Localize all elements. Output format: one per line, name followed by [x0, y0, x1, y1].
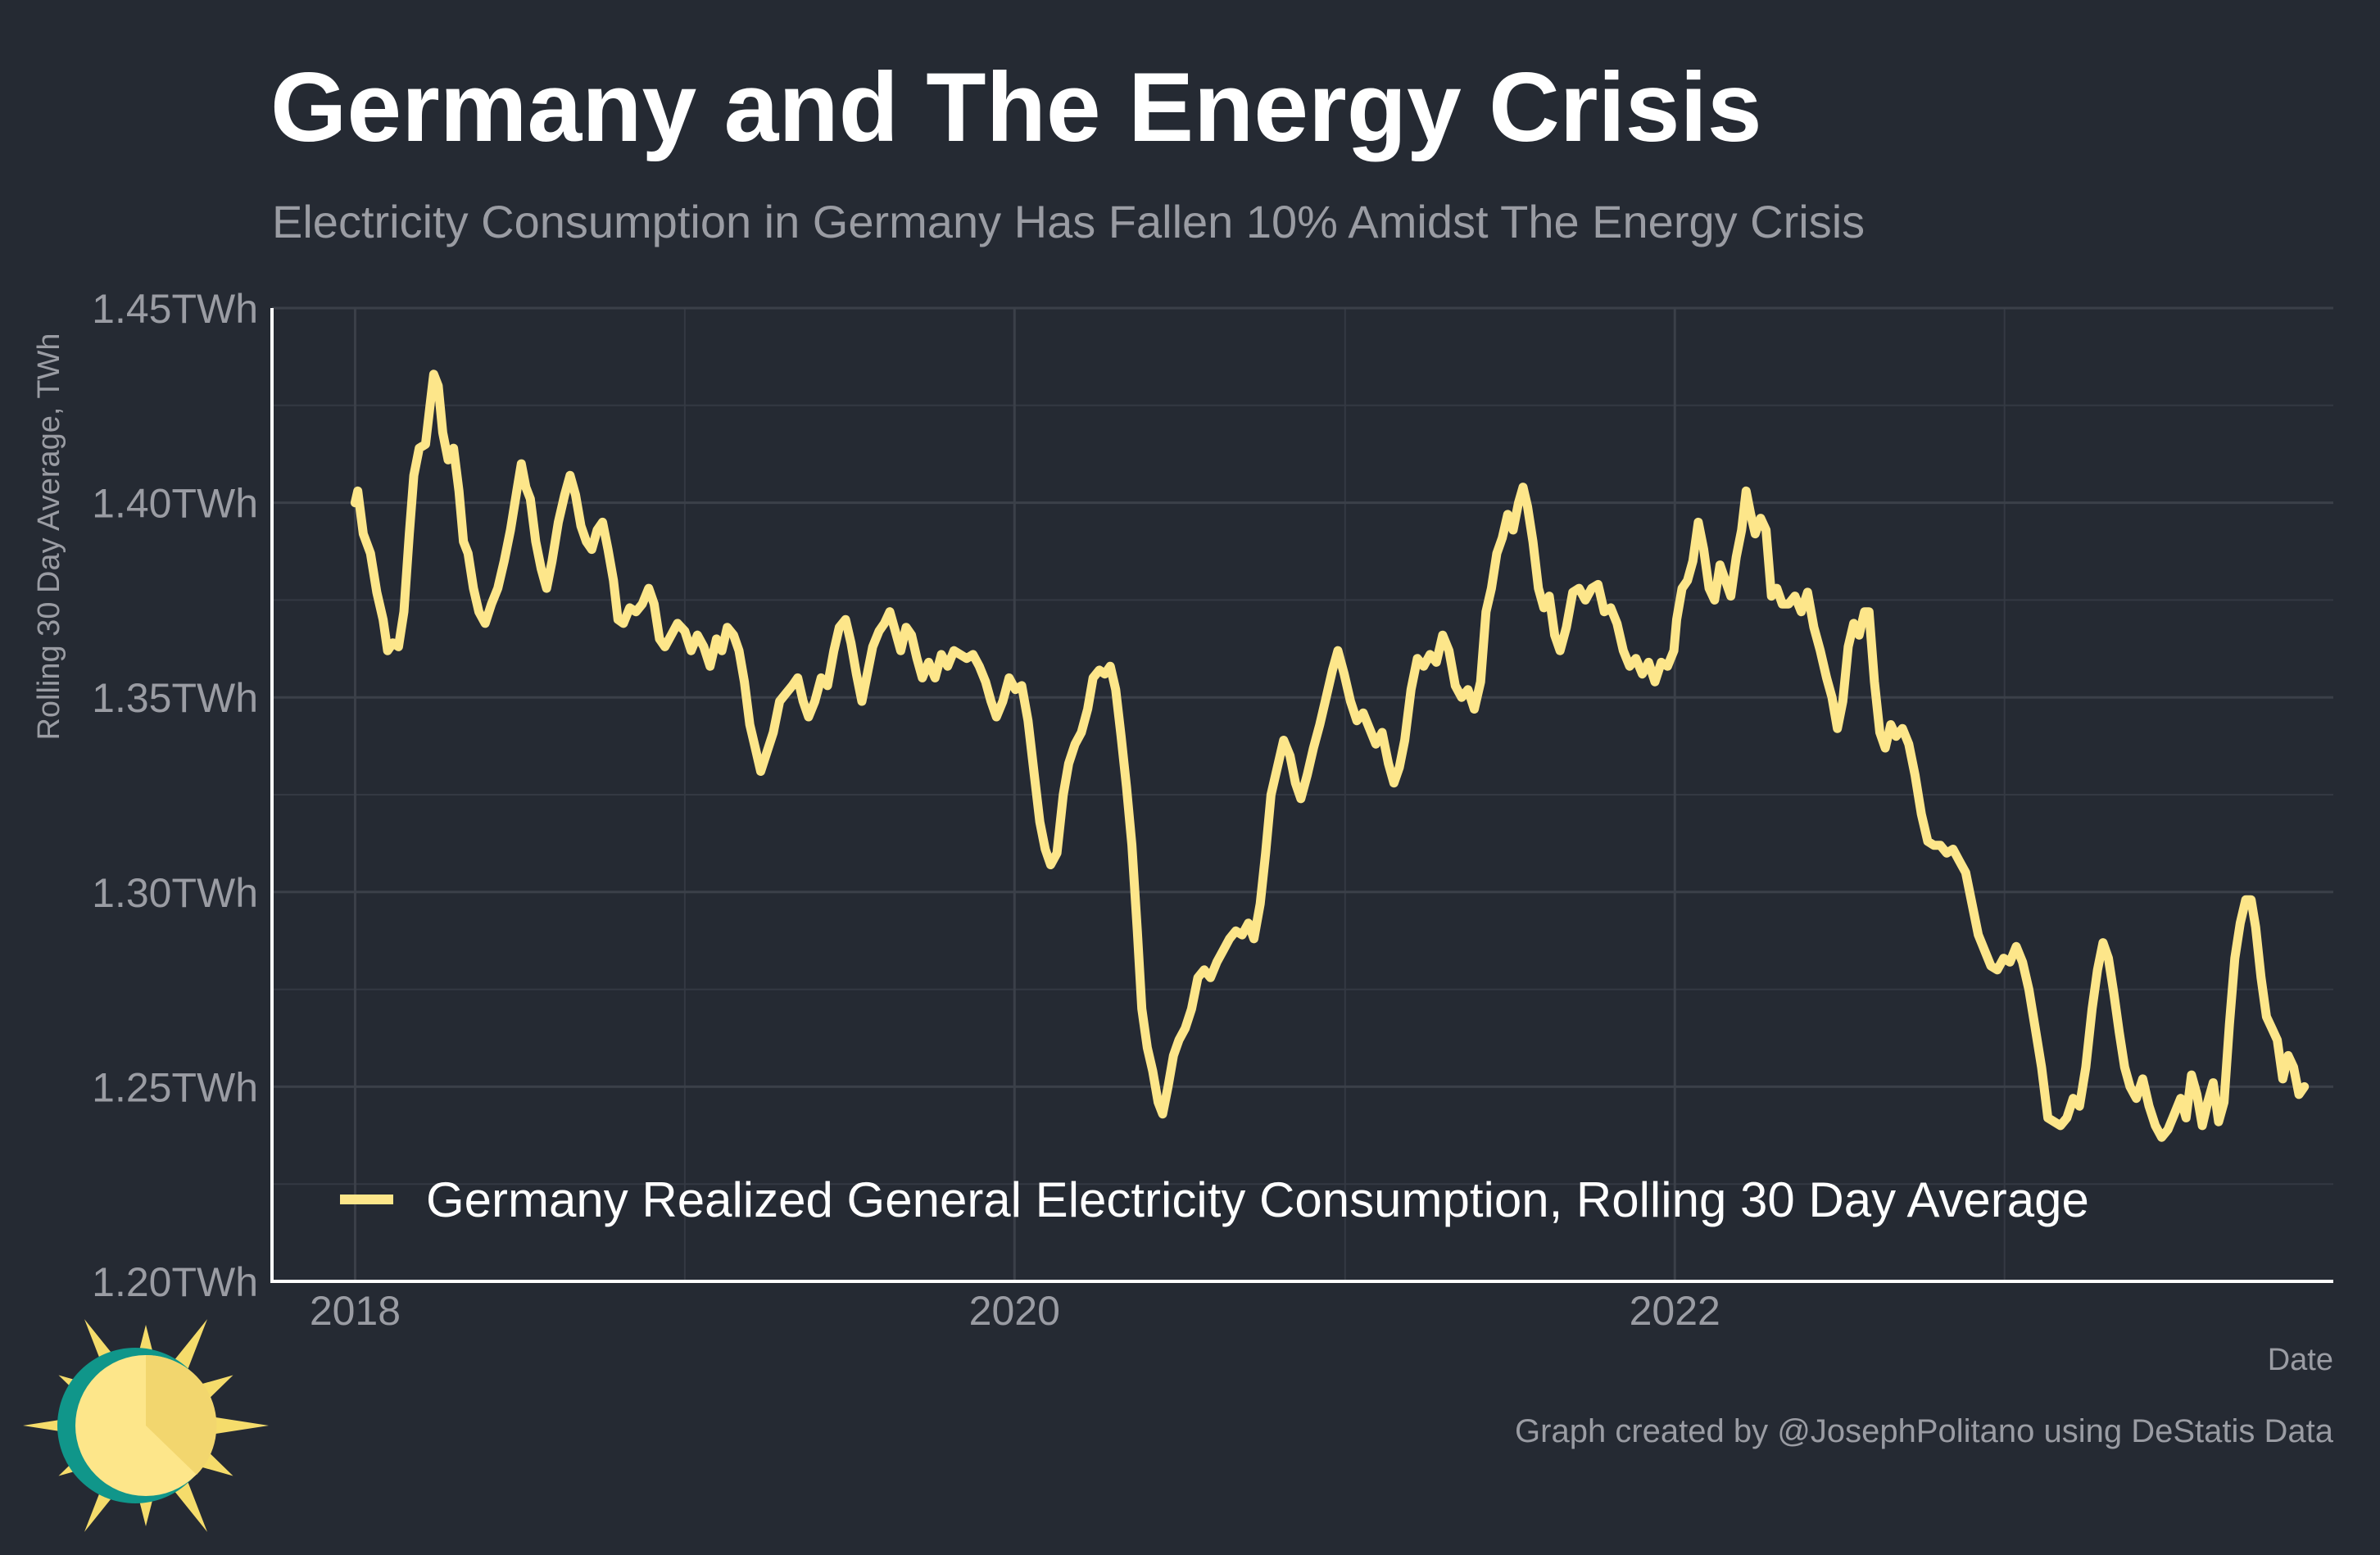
y-tick-label: 1.45TWh [92, 286, 258, 332]
y-tick-label: 1.20TWh [92, 1259, 258, 1305]
sun-ray [212, 1417, 269, 1435]
series-line-consumption [350, 369, 2310, 1142]
y-tick-label: 1.25TWh [92, 1064, 258, 1110]
x-tick-labels: 2018 2020 2022 [310, 1288, 1720, 1334]
y-tick-label: 1.35TWh [92, 675, 258, 721]
sun-ray [171, 1479, 207, 1532]
legend-label: Germany Realized General Electricity Con… [426, 1172, 2089, 1227]
chart-subtitle: Electricity Consumption in Germany Has F… [272, 196, 1865, 247]
sun-logo-icon [23, 1319, 269, 1532]
x-axis-label: Date [2268, 1343, 2333, 1377]
sun-ray [171, 1319, 207, 1372]
x-tick-label: 2020 [969, 1288, 1060, 1334]
chart-title: Germany and The Energy Crisis [270, 52, 1762, 162]
x-tick-label: 2022 [1630, 1288, 1720, 1334]
sun-shade [146, 1354, 217, 1475]
legend: Germany Realized General Electricity Con… [340, 1172, 2089, 1227]
y-axis-label: Rolling 30 Day Average, TWh [32, 333, 66, 740]
x-tick-label: 2018 [310, 1288, 401, 1334]
y-tick-labels: 1.20TWh 1.25TWh 1.30TWh 1.35TWh 1.40TWh 1.45T… [92, 286, 258, 1305]
chart-caption: Graph created by @JosephPolitano using D… [1515, 1413, 2334, 1449]
y-tick-label: 1.40TWh [92, 481, 258, 527]
y-tick-label: 1.30TWh [92, 870, 258, 916]
